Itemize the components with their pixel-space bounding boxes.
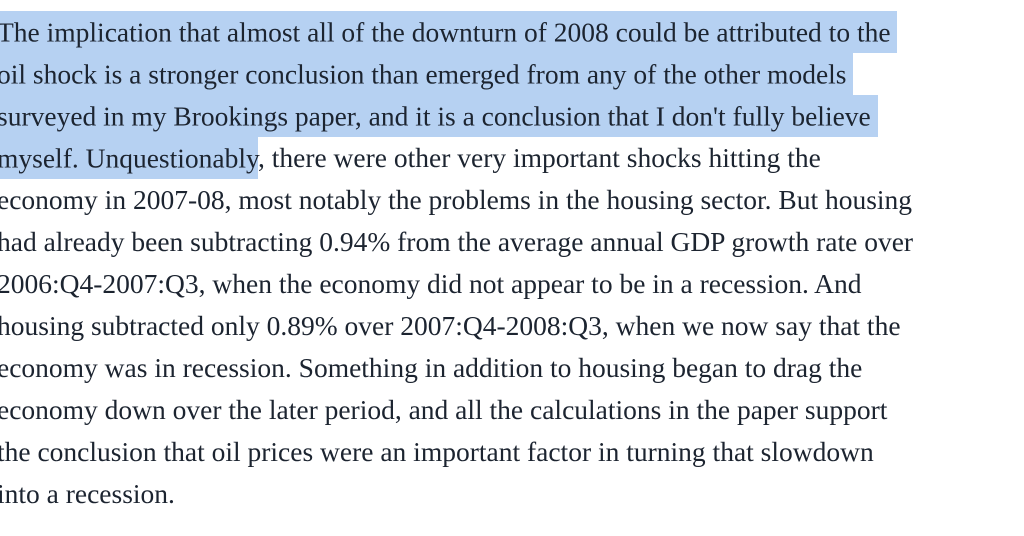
text-segment: economy down over the later period, and …: [0, 394, 888, 425]
selected-text-segment: oil shock is a stronger conclusion than …: [0, 52, 854, 95]
text-line: The implication that almost all of the d…: [0, 10, 1024, 53]
text-line: had already been subtracting 0.94% from …: [0, 221, 1024, 263]
text-line: 2006:Q4-2007:Q3, when the economy did no…: [0, 263, 1024, 305]
text-segment: economy in 2007-08, most notably the pro…: [0, 184, 913, 215]
text-line: housing subtracted only 0.89% over 2007:…: [0, 305, 1024, 347]
text-segment: into a recession.: [0, 478, 175, 509]
text-segment: had already been subtracting 0.94% from …: [0, 226, 914, 257]
text-line: economy down over the later period, and …: [0, 389, 1024, 431]
text-line: economy was in recession. Something in a…: [0, 347, 1024, 389]
selected-text-segment: surveyed in my Brookings paper, and it i…: [0, 94, 878, 137]
text-segment: , there were other very important shocks…: [257, 142, 821, 173]
text-segment: the conclusion that oil prices were an i…: [0, 436, 874, 467]
text-line: surveyed in my Brookings paper, and it i…: [0, 94, 1024, 137]
text-segment: housing subtracted only 0.89% over 2007:…: [0, 310, 901, 341]
selected-text-segment: The implication that almost all of the d…: [0, 10, 898, 53]
text-line: myself. Unquestionably, there were other…: [0, 136, 1024, 179]
text-segment: economy was in recession. Something in a…: [0, 352, 863, 383]
selected-text-segment: myself. Unquestionably: [0, 136, 258, 179]
text-line: the conclusion that oil prices were an i…: [0, 431, 1024, 473]
text-line: into a recession.: [0, 473, 1024, 515]
text-line: oil shock is a stronger conclusion than …: [0, 52, 1024, 95]
text-line: economy in 2007-08, most notably the pro…: [0, 179, 1024, 221]
text-segment: 2006:Q4-2007:Q3, when the economy did no…: [0, 268, 862, 299]
article-text-block: The implication that almost all of the d…: [0, 10, 1024, 515]
